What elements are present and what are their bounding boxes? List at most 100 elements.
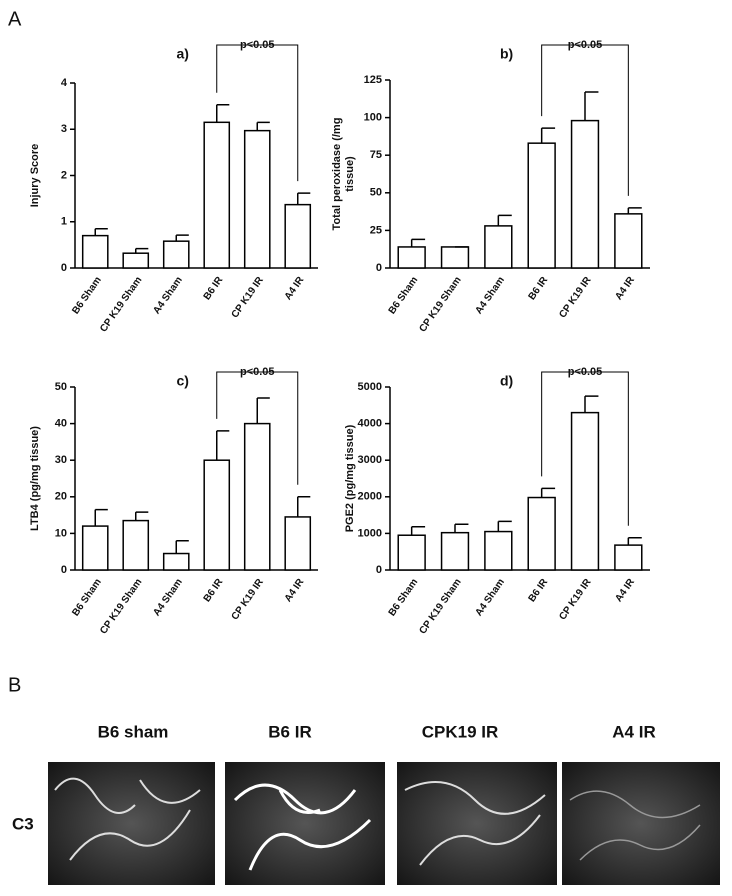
y-tick-label: 30: [55, 454, 67, 466]
bar: [243, 129, 271, 269]
bar: [440, 531, 470, 571]
significance-bracket: [541, 371, 629, 526]
error-bar: [540, 487, 556, 498]
y-tick-label: 125: [364, 74, 382, 86]
column-header: B6 IR: [268, 722, 311, 741]
column-header: A4 IR: [612, 722, 655, 741]
bar: [570, 411, 600, 571]
error-bar: [627, 207, 642, 214]
bar: [614, 213, 643, 269]
x-tick-label: B6 IR: [527, 576, 551, 604]
x-tick-label: A4 IR: [613, 274, 637, 302]
error-bar: [94, 508, 108, 527]
y-tick-label: 4: [61, 77, 68, 89]
annotation: p<0.05: [568, 366, 603, 378]
micrograph: [562, 762, 720, 885]
significance-bracket: [541, 44, 629, 196]
error-bar: [454, 523, 469, 533]
bar: [81, 234, 109, 269]
bar: [440, 246, 470, 269]
x-tick-label: CP K19 Sham: [98, 275, 144, 335]
x-tick-label: A4 Sham: [151, 275, 185, 316]
x-tick-label: CP K19 IR: [557, 576, 594, 622]
y-tick-label: 1: [61, 216, 67, 228]
x-tick-label: B6 Sham: [387, 275, 421, 316]
chart-title: b): [500, 46, 513, 62]
error-bar: [540, 127, 556, 144]
annotation: p<0.05: [568, 39, 603, 51]
x-tick-label: B6 Sham: [70, 275, 104, 316]
x-tick-label: CP K19 Sham: [417, 577, 463, 637]
y-tick-label: 0: [61, 564, 67, 576]
y-tick-label: 50: [55, 381, 67, 393]
x-tick-label: A4 IR: [613, 576, 637, 604]
micrographs: [48, 762, 720, 885]
chart-title: d): [500, 373, 513, 389]
error-bar: [497, 214, 512, 226]
x-tick-label: A4 IR: [283, 576, 307, 604]
x-tick-label: CP K19 IR: [230, 576, 267, 622]
x-tick-label: B6 Sham: [387, 577, 421, 618]
micrograph: [48, 762, 215, 885]
y-tick-label: 75: [370, 149, 382, 161]
y-axis-label: PGE2 (pg/mg tissue): [344, 424, 356, 532]
y-tick-label: 0: [61, 262, 67, 274]
bar: [203, 121, 231, 269]
bar: [484, 225, 513, 269]
error-bar: [135, 247, 149, 254]
y-axis-label: Total peroxidase (/mg: [331, 118, 343, 231]
bar: [397, 534, 426, 571]
error-bar: [410, 238, 426, 247]
error-bar: [297, 192, 311, 205]
x-tick-label: A4 IR: [283, 274, 307, 302]
bar: [203, 459, 231, 571]
y-tick-label: 2: [61, 169, 67, 181]
annotation: p<0.05: [240, 39, 275, 51]
column-header: CPK19 IR: [422, 722, 499, 741]
bar: [243, 422, 271, 571]
y-tick-label: 0: [376, 262, 382, 274]
error-bar: [410, 526, 426, 536]
x-tick-label: A4 Sham: [473, 275, 507, 316]
y-tick-label: 50: [370, 187, 382, 199]
bar: [122, 519, 150, 571]
y-tick-label: 100: [364, 112, 382, 124]
y-tick-label: 25: [370, 224, 382, 236]
panel-label: A: [8, 8, 22, 30]
y-tick-label: 2000: [358, 491, 382, 503]
bar: [527, 496, 556, 571]
error-bar: [175, 539, 189, 554]
bar: [397, 246, 426, 269]
tissue-texture: [569, 790, 701, 861]
error-bar: [627, 537, 642, 546]
error-bar: [94, 227, 108, 236]
y-tick-label: 40: [55, 418, 67, 430]
bar: [284, 516, 312, 571]
x-tick-label: B6 IR: [202, 576, 226, 604]
y-tick-label: 4000: [358, 418, 382, 430]
bar: [527, 142, 556, 269]
error-bar: [497, 520, 512, 532]
column-header: B6 sham: [98, 722, 169, 741]
error-bar: [584, 91, 599, 121]
annotation: p<0.05: [240, 366, 275, 378]
y-tick-label: 3000: [358, 454, 382, 466]
bar: [284, 203, 312, 269]
x-tick-label: CP K19 IR: [230, 274, 267, 320]
error-bar: [297, 496, 311, 517]
error-bar: [135, 511, 149, 521]
bar: [162, 552, 190, 571]
y-tick-label: 0: [376, 564, 382, 576]
y-tick-label: 5000: [358, 381, 382, 393]
tissue-texture: [404, 781, 546, 866]
x-tick-label: CP K19 Sham: [98, 577, 144, 637]
bar: [162, 240, 190, 269]
x-tick-label: A4 Sham: [473, 577, 507, 618]
x-tick-label: B6 Sham: [70, 577, 104, 618]
error-bar: [175, 234, 189, 242]
y-tick-label: 10: [55, 527, 67, 539]
row-label: C3: [12, 814, 34, 833]
chart-title: a): [177, 46, 189, 62]
x-tick-label: A4 Sham: [151, 577, 185, 618]
error-bar: [216, 430, 230, 461]
